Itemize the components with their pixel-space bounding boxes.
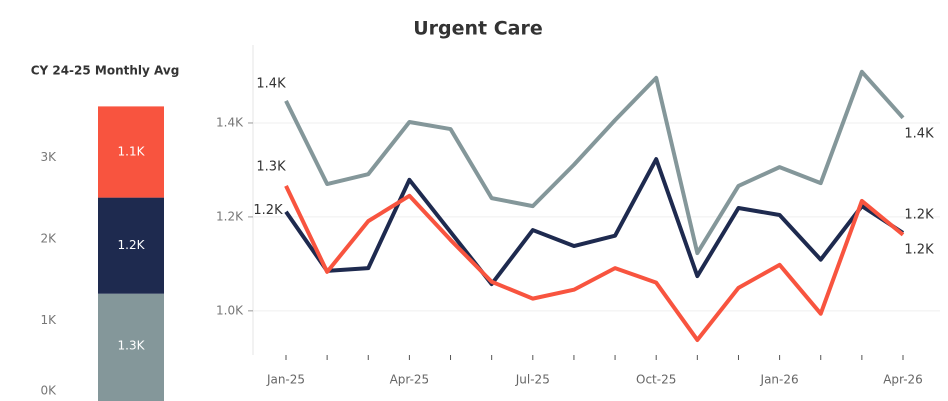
bar-label: 1.2K (118, 238, 146, 252)
y-tick-label: 1.0K (216, 303, 244, 317)
bar-segment (98, 293, 164, 401)
y-tick-label: 3K (40, 150, 57, 164)
x-tick-label: Apr-26 (883, 373, 923, 387)
bar-label: 1.3K (118, 339, 146, 353)
bar-title: CY 24-25 Monthly Avg (31, 64, 180, 78)
data-label: 1.3K (256, 159, 286, 174)
data-label: 1.2K (253, 203, 283, 218)
series-line (284, 185, 905, 342)
x-tick-label: Jan-26 (760, 373, 799, 387)
x-tick-label: Jan-25 (266, 373, 305, 387)
series-line (284, 157, 905, 287)
x-tick-label: Apr-25 (390, 373, 430, 387)
bar-segment (98, 106, 164, 198)
y-tick-label: 0K (40, 384, 57, 398)
data-label: 1.2K (904, 207, 934, 222)
y-tick-label: 1.4K (216, 115, 244, 129)
y-tick-label: 1K (40, 313, 57, 327)
line-title: Urgent Care (413, 18, 543, 40)
bar-segment (98, 197, 164, 294)
x-tick-label: Jul-25 (515, 373, 550, 387)
data-label: 1.4K (904, 126, 934, 141)
data-label: 1.2K (904, 242, 934, 257)
y-tick-label: 2K (40, 232, 57, 246)
series-line (284, 69, 905, 256)
data-label: 1.4K (256, 76, 286, 91)
bar-label: 1.1K (118, 145, 146, 159)
x-tick-label: Oct-25 (636, 373, 676, 387)
y-tick-label: 1.2K (216, 209, 244, 223)
